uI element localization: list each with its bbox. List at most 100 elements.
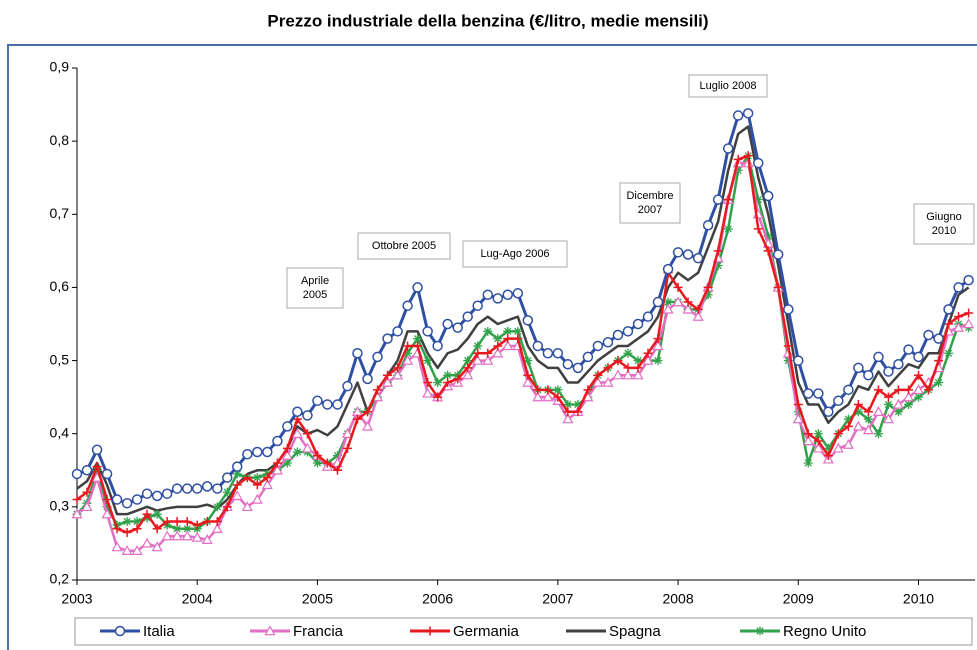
marker [964, 308, 974, 318]
marker [423, 356, 433, 366]
marker [803, 458, 813, 468]
marker [603, 363, 613, 373]
marker [532, 340, 544, 352]
marker [191, 483, 203, 494]
marker [562, 413, 574, 424]
y-tick-label: 0,5 [50, 351, 70, 367]
marker [502, 289, 513, 300]
marker [241, 501, 253, 512]
annotation: Lug-Ago 2006 [480, 248, 549, 260]
marker [502, 340, 514, 351]
legend-label: Italia [143, 623, 175, 640]
legend-label: Spagna [609, 623, 661, 640]
chart-title: Prezzo industriale della benzina (€/litr… [267, 11, 708, 30]
marker [412, 282, 423, 293]
marker [212, 483, 223, 494]
marker [211, 523, 223, 533]
marker [523, 370, 533, 380]
marker [492, 293, 503, 304]
marker [392, 326, 403, 337]
marker [672, 247, 684, 258]
marker [553, 392, 563, 402]
marker [292, 406, 303, 418]
marker [592, 376, 604, 387]
marker [261, 479, 273, 490]
marker [663, 297, 673, 307]
marker [883, 399, 893, 409]
marker [713, 260, 723, 270]
marker [612, 369, 624, 380]
marker [141, 537, 153, 548]
marker [783, 341, 793, 351]
marker [252, 446, 263, 458]
marker [542, 391, 554, 402]
legend-marker [755, 626, 765, 636]
marker [873, 351, 884, 363]
marker [422, 326, 433, 337]
marker [222, 472, 233, 483]
marker [453, 374, 463, 384]
y-tick-label: 0,3 [50, 498, 70, 514]
marker [783, 304, 794, 315]
marker [934, 356, 944, 366]
marker [772, 249, 784, 260]
marker [271, 464, 283, 475]
marker [352, 414, 362, 424]
marker [562, 358, 574, 370]
marker [131, 494, 143, 505]
marker [382, 333, 393, 344]
marker [372, 351, 383, 363]
marker [472, 354, 484, 365]
marker [543, 385, 553, 395]
marker [422, 387, 434, 398]
marker [122, 516, 132, 526]
marker [433, 378, 443, 388]
marker [723, 195, 733, 205]
marker [862, 424, 874, 435]
marker [563, 399, 573, 409]
marker [542, 348, 554, 359]
marker [592, 340, 604, 352]
marker [513, 326, 523, 336]
annotation: Giugno [926, 211, 961, 223]
marker [863, 369, 874, 381]
marker [101, 468, 113, 480]
series-line [76, 154, 970, 531]
marker [652, 296, 664, 308]
marker [251, 493, 263, 504]
marker [853, 362, 864, 374]
annotation: Ottobre 2005 [372, 240, 436, 252]
marker [722, 143, 734, 154]
marker [182, 516, 192, 526]
marker [762, 190, 774, 202]
marker [803, 429, 813, 439]
marker [953, 321, 965, 332]
marker [833, 429, 843, 439]
marker [442, 318, 453, 330]
legend-label: Germania [453, 623, 520, 640]
marker [593, 370, 603, 380]
marker [152, 524, 162, 534]
marker [903, 391, 915, 402]
marker [823, 451, 833, 461]
marker [272, 458, 282, 468]
marker [102, 502, 112, 512]
y-tick-label: 0,9 [50, 59, 70, 75]
marker [934, 378, 944, 388]
marker [892, 398, 904, 409]
marker [923, 385, 933, 395]
marker [151, 541, 163, 552]
x-tick-label: 2003 [61, 591, 92, 607]
marker [503, 334, 513, 344]
marker [823, 406, 834, 418]
marker [291, 427, 303, 438]
marker [302, 429, 312, 439]
marker [403, 348, 413, 358]
marker [202, 516, 212, 526]
marker [242, 448, 253, 460]
marker [963, 318, 975, 329]
marker [793, 399, 803, 409]
frame [7, 44, 977, 650]
legend-marker [264, 625, 276, 636]
